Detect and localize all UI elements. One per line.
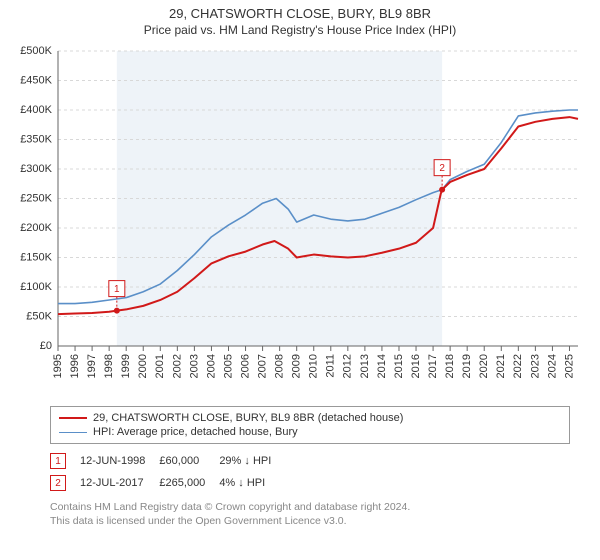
x-tick-label: 2018 <box>444 354 456 378</box>
x-tick-label: 2012 <box>342 354 354 378</box>
attribution-footer: Contains HM Land Registry data © Crown c… <box>50 500 570 528</box>
marker-delta: 4% ↓ HPI <box>219 472 285 494</box>
x-tick-label: 2023 <box>529 354 541 378</box>
y-tick-label: £400K <box>20 104 52 116</box>
marker-label: 1 <box>114 284 120 295</box>
marker-dot <box>114 308 120 314</box>
x-tick-label: 2005 <box>222 354 234 378</box>
marker-row: 1 12-JUN-1998£60,00029% ↓ HPI <box>50 450 285 472</box>
legend-item: HPI: Average price, detached house, Bury <box>59 425 561 439</box>
marker-date: 12-JUL-2017 <box>80 472 159 494</box>
legend-swatch <box>59 432 87 433</box>
x-tick-label: 2019 <box>461 354 473 378</box>
legend: 29, CHATSWORTH CLOSE, BURY, BL9 8BR (det… <box>50 406 570 444</box>
x-tick-label: 2015 <box>393 354 405 378</box>
line-chart: £0 £50K £100K £150K £200K £250K £300K £350K £400… <box>10 43 590 398</box>
footer-line: This data is licensed under the Open Gov… <box>50 514 570 528</box>
x-tick-label: 1996 <box>69 354 81 378</box>
y-tick-label: £300K <box>20 163 52 175</box>
legend-item: 29, CHATSWORTH CLOSE, BURY, BL9 8BR (det… <box>59 411 561 425</box>
chart-area: £0 £50K £100K £150K £200K £250K £300K £350K £400… <box>10 43 590 398</box>
x-tick-label: 2022 <box>512 354 524 378</box>
x-tick-label: 2024 <box>546 354 558 378</box>
chart-container: 29, CHATSWORTH CLOSE, BURY, BL9 8BR Pric… <box>0 0 600 560</box>
x-tick-label: 2011 <box>325 354 337 378</box>
y-tick-label: £200K <box>20 222 52 234</box>
x-tick-label: 2007 <box>256 354 268 378</box>
marker-date: 12-JUN-1998 <box>80 450 159 472</box>
date-range-band <box>117 51 442 346</box>
x-tick-label: 1997 <box>86 354 98 378</box>
footer-line: Contains HM Land Registry data © Crown c… <box>50 500 570 514</box>
x-tick-label: 2009 <box>291 354 303 378</box>
x-tick-label: 2004 <box>205 354 217 378</box>
marker-dot <box>439 187 445 193</box>
x-tick-label: 2017 <box>427 354 439 378</box>
x-tick-label: 2003 <box>188 354 200 378</box>
x-tick-label: 2000 <box>137 354 149 378</box>
y-tick-label: £500K <box>20 45 52 57</box>
x-tick-label: 2021 <box>495 354 507 378</box>
x-tick-label: 2002 <box>171 354 183 378</box>
x-tick-label: 2013 <box>359 354 371 378</box>
x-tick-label: 1998 <box>103 354 115 378</box>
y-tick-label: £50K <box>26 311 52 323</box>
x-tick-label: 1999 <box>120 354 132 378</box>
chart-subtitle: Price paid vs. HM Land Registry's House … <box>10 23 590 37</box>
marker-price: £265,000 <box>159 472 219 494</box>
marker-id-box: 1 <box>50 453 66 469</box>
x-tick-label: 2001 <box>154 354 166 378</box>
x-tick-label: 2016 <box>410 354 422 378</box>
legend-label: 29, CHATSWORTH CLOSE, BURY, BL9 8BR (det… <box>93 412 403 424</box>
legend-swatch <box>59 417 87 419</box>
y-tick-label: £150K <box>20 252 52 264</box>
x-tick-label: 2010 <box>308 354 320 378</box>
y-tick-label: £250K <box>20 193 52 205</box>
chart-title: 29, CHATSWORTH CLOSE, BURY, BL9 8BR <box>10 6 590 21</box>
y-tick-label: £100K <box>20 281 52 293</box>
x-tick-label: 2025 <box>563 354 575 378</box>
y-tick-label: £450K <box>20 75 52 87</box>
x-tick-label: 2014 <box>376 354 388 378</box>
marker-delta: 29% ↓ HPI <box>219 450 285 472</box>
legend-label: HPI: Average price, detached house, Bury <box>93 426 298 438</box>
x-tick-label: 2008 <box>274 354 286 378</box>
marker-row: 2 12-JUL-2017£265,0004% ↓ HPI <box>50 472 285 494</box>
marker-label: 2 <box>439 163 445 174</box>
y-tick-label: £350K <box>20 134 52 146</box>
y-tick-label: £0 <box>40 340 52 352</box>
marker-id-box: 2 <box>50 475 66 491</box>
x-tick-label: 2006 <box>239 354 251 378</box>
marker-table: 1 12-JUN-1998£60,00029% ↓ HPI 2 12-JUL-2017… <box>50 450 590 494</box>
x-tick-label: 1995 <box>52 354 64 378</box>
x-tick-label: 2020 <box>478 354 490 378</box>
marker-price: £60,000 <box>159 450 219 472</box>
